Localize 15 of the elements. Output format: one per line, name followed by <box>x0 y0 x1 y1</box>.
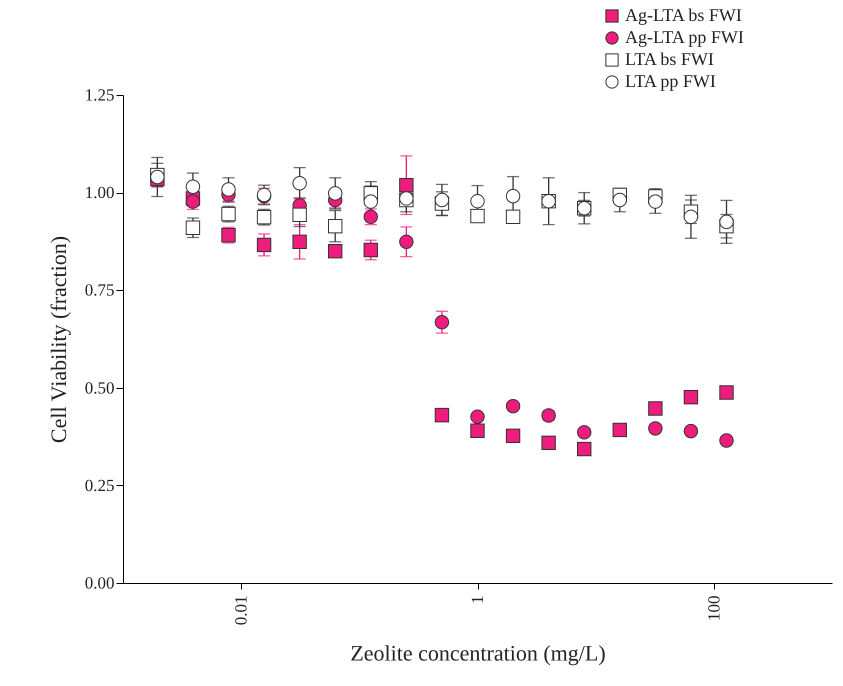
legend-label: LTA bs FWI <box>625 49 714 69</box>
y-tick-label: 1.00 <box>84 183 114 202</box>
x-tick-label: 0.01 <box>232 596 251 626</box>
x-tick-label: 100 <box>704 596 724 621</box>
y-tick-label: 0.50 <box>84 378 114 398</box>
legend-label: Ag-LTA pp FWI <box>625 27 744 47</box>
legend-label: Ag-LTA bs FWI <box>625 5 742 25</box>
y-axis-title: Cell Viability (fraction) <box>46 236 71 444</box>
y-tick-label: 1.25 <box>84 86 114 104</box>
x-axis-title: Zeolite concentration (mg/L) <box>350 640 606 666</box>
y-tick-label: 0.25 <box>84 476 114 495</box>
y-tick-label: 0.75 <box>84 280 114 300</box>
y-tick-label: 0.00 <box>84 574 114 592</box>
x-tick-label: 1 <box>468 596 487 604</box>
legend-label: LTA pp FWI <box>625 71 716 91</box>
